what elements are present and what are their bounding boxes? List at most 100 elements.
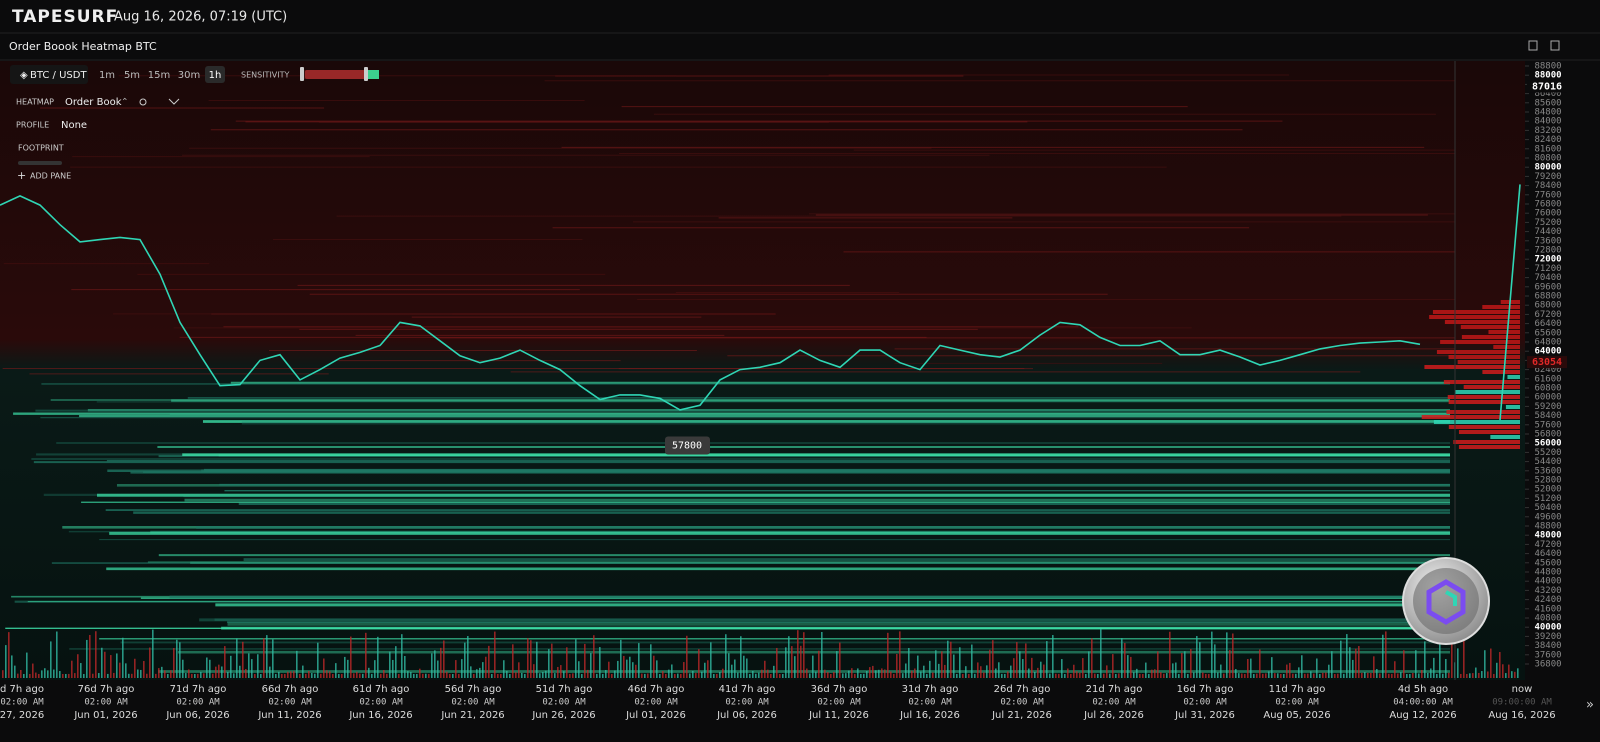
volume-bar <box>284 673 286 678</box>
heatmap-select[interactable]: Order Book <box>65 97 122 108</box>
volume-bar <box>1169 631 1171 678</box>
y-tick-label: 68000 <box>1534 301 1561 311</box>
timeframe[interactable]: 1m <box>99 70 115 81</box>
scroll-button[interactable]: » <box>1586 698 1594 713</box>
volume-bar <box>29 673 31 678</box>
volume-bar <box>653 655 655 678</box>
volume-bar <box>1022 659 1024 678</box>
volume-bar <box>125 663 127 678</box>
volume-bar <box>959 647 961 678</box>
y-tick-label: 53600 <box>1534 466 1561 476</box>
volume-bar <box>644 673 646 678</box>
profile-band <box>1440 340 1520 344</box>
coin-inner <box>1413 568 1479 634</box>
add-pane[interactable]: ADD PANE <box>30 172 71 181</box>
volume-bar <box>392 659 394 678</box>
volume-bar <box>305 673 307 678</box>
volume-bar <box>692 670 694 678</box>
volume-bar <box>1487 671 1489 678</box>
y-tick-label: 52000 <box>1534 485 1561 495</box>
volume-bar <box>209 659 211 678</box>
y-tick-label: 80000 <box>1534 163 1561 173</box>
volume-bar <box>887 632 889 678</box>
volume-bar <box>485 656 487 678</box>
volume-bar <box>551 643 553 678</box>
profile-band <box>1421 415 1520 419</box>
time-ago: 66d 7h ago <box>262 684 319 695</box>
volume-bar <box>1223 673 1225 678</box>
eye-icon[interactable] <box>139 98 147 106</box>
volume-bar <box>1460 673 1462 678</box>
slider-handle[interactable] <box>364 67 368 81</box>
volume-bar <box>818 650 820 678</box>
time-date: Jul 11, 2026 <box>808 710 869 721</box>
volume-bar <box>896 653 898 678</box>
volume-bar <box>1496 662 1498 678</box>
time-ago: 41d 7h ago <box>719 684 776 695</box>
volume-bar <box>1349 647 1351 678</box>
volume-bar <box>1148 673 1150 678</box>
profile-band <box>1505 405 1520 409</box>
volume-bar <box>14 665 16 678</box>
footprint-label[interactable]: FOOTPRINT <box>18 144 64 153</box>
profile-band <box>1448 425 1520 429</box>
volume-bar <box>65 673 67 678</box>
y-tick-label: 49600 <box>1534 512 1561 522</box>
volume-bar <box>740 636 742 678</box>
volume-bar <box>758 672 760 678</box>
volume-bar <box>587 669 589 678</box>
logo[interactable]: TAPESURF <box>12 7 118 27</box>
time-date: Jun 01, 2026 <box>73 710 137 721</box>
symbol-button[interactable] <box>10 65 88 84</box>
volume-bar <box>611 673 613 678</box>
volume-bar <box>1382 634 1384 678</box>
volume-bar <box>1139 673 1141 678</box>
volume-bar <box>806 668 808 678</box>
time-date: 27, 2026 <box>0 710 44 721</box>
maximize-icon[interactable] <box>1550 40 1560 51</box>
volume-bar <box>419 668 421 678</box>
timeframe[interactable]: 1h <box>209 70 222 81</box>
volume-bar <box>680 673 682 678</box>
volume-bar <box>2 670 4 678</box>
volume-bar <box>1277 673 1279 678</box>
profile-select[interactable]: None <box>61 120 87 131</box>
volume-bar <box>74 673 76 678</box>
volume-bar <box>917 655 919 678</box>
y-tick-label: 59200 <box>1534 402 1561 412</box>
time-ago: 46d 7h ago <box>628 684 685 695</box>
timeframe[interactable]: 5m <box>124 70 140 81</box>
volume-bar <box>47 670 49 678</box>
volume-bar <box>206 657 208 678</box>
volume-bar <box>287 671 289 678</box>
profile-band <box>1429 315 1520 319</box>
volume-bar <box>308 671 310 678</box>
volume-bar <box>1064 673 1066 678</box>
volume-bar <box>881 668 883 678</box>
volume-bar <box>656 660 658 678</box>
volume-bar <box>383 669 385 678</box>
volume-bar <box>521 672 523 678</box>
slider-handle[interactable] <box>300 67 304 81</box>
volume-bar <box>620 639 622 678</box>
volume-bar <box>1448 672 1450 678</box>
profile-label: PROFILE <box>16 121 49 130</box>
symbol[interactable]: BTC / USDT <box>30 70 87 81</box>
volume-bar <box>71 660 73 678</box>
chevron[interactable] <box>168 98 180 105</box>
window-icon[interactable] <box>1528 40 1538 51</box>
volume-bar <box>530 640 532 678</box>
volume-bar <box>794 656 796 678</box>
volume-bar <box>725 634 727 678</box>
profile-band <box>1460 325 1520 329</box>
timeframe[interactable]: 30m <box>178 70 200 81</box>
panel-title: Order Boook Heatmap BTC <box>9 40 157 53</box>
volume-bar <box>815 671 817 678</box>
volume-bar <box>68 673 70 678</box>
volume-bar <box>380 673 382 678</box>
timeframe[interactable]: 15m <box>148 70 170 81</box>
volume-bar <box>509 673 511 678</box>
volume-bar <box>434 650 436 678</box>
volume-bar <box>935 650 937 678</box>
